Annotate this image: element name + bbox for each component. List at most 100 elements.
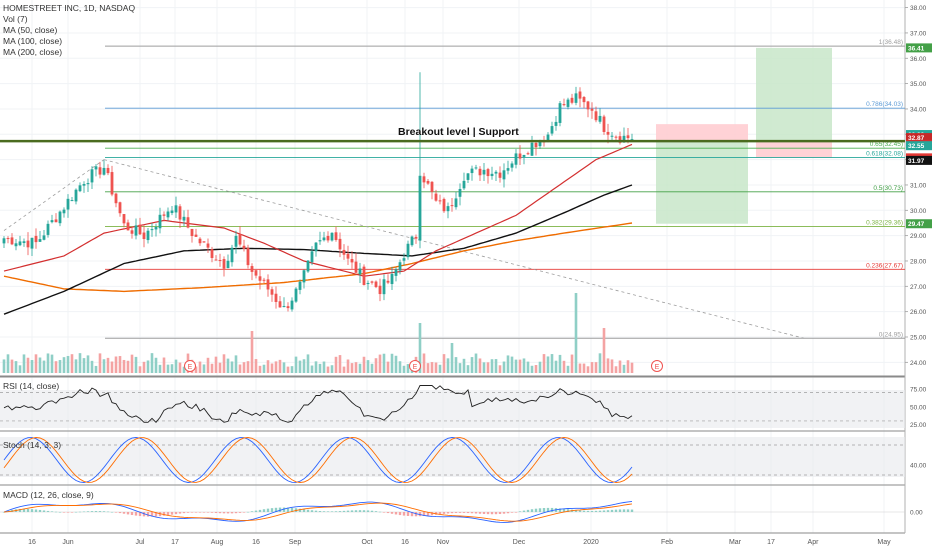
volume-bar-57 [230, 361, 234, 373]
fibonacci-retracement: 1(36.48) 0.786(34.03) 0.65(32.45) 0.618(32.… [105, 39, 905, 339]
macd-hist-70 [282, 507, 286, 512]
y-tick-label-4: 34.00 [910, 106, 927, 113]
volume-bar-137 [550, 354, 554, 373]
symbol-title[interactable]: HOMESTREET INC, 1D, NASDAQ [3, 3, 136, 13]
y-tick-label-12: 26.00 [910, 309, 927, 316]
candle-body-25 [102, 167, 106, 175]
volume-bar-121 [486, 362, 490, 373]
candle-body-13 [54, 219, 58, 223]
volume-bar-142 [570, 354, 574, 373]
macd-hist-6 [26, 508, 30, 512]
volume-bar-96 [386, 361, 390, 373]
volume-bar-40 [162, 357, 166, 373]
candle-body-120 [482, 169, 486, 175]
volume-bar-1 [6, 354, 10, 373]
macd-hist-47 [190, 512, 194, 513]
indicator-ma100[interactable]: MA (100, close) [3, 36, 63, 46]
candle-body-81 [326, 235, 330, 241]
macd-hist-54 [218, 512, 222, 514]
earnings-marker-2 [651, 360, 663, 372]
candle-body-151 [606, 131, 610, 135]
volume-bar-126 [506, 355, 510, 373]
macd-hist-77 [310, 510, 314, 512]
earnings-marker-0-letter: E [188, 364, 193, 371]
macd-hist-25 [102, 511, 106, 512]
candle-body-37 [150, 229, 154, 231]
x-tick-label-7: Oct [362, 539, 373, 546]
x-tick-label-9: Nov [437, 539, 450, 546]
macd-label[interactable]: MACD (12, 26, close, 9) [3, 490, 94, 500]
volume-bar-91 [366, 360, 370, 373]
volume-bar-63 [254, 359, 258, 373]
price-tag-text-7: 29.47 [908, 221, 925, 228]
candle-body-75 [302, 270, 306, 283]
volume-bar-117 [470, 357, 474, 373]
candle-body-1 [6, 238, 10, 240]
volume-bar-128 [514, 359, 518, 373]
candle-body-50 [202, 241, 206, 243]
ma50-line [3, 143, 633, 277]
candle-body-101 [406, 243, 410, 258]
indicator-ma200[interactable]: MA (200, close) [3, 47, 63, 57]
candle-body-12 [50, 220, 54, 223]
macd-hist-101 [406, 512, 410, 516]
volume-bar-93 [374, 358, 378, 373]
candle-body-49 [198, 238, 202, 244]
rsi-label[interactable]: RSI (14, close) [3, 381, 60, 391]
y-tick-label-11: 27.00 [910, 284, 927, 291]
macd-hist-50 [202, 512, 206, 513]
indicator-vol[interactable]: Vol (7) [3, 14, 28, 24]
macd-hist-127 [510, 512, 514, 513]
volume-bar-77 [310, 365, 314, 373]
macd-hist-66 [266, 508, 270, 512]
macd-hist-132 [530, 509, 534, 512]
candle-body-30 [122, 214, 126, 224]
stoch-tick-0: 40.00 [910, 463, 927, 470]
volume-bar-27 [110, 361, 114, 373]
candle-body-63 [254, 270, 258, 276]
stoch-label[interactable]: Stoch (14, 3, 3) [3, 440, 62, 450]
macd-hist-149 [598, 510, 602, 512]
candle-body-140 [562, 104, 566, 106]
volume-bar-16 [66, 355, 70, 373]
candle-body-95 [382, 279, 386, 295]
macd-hist-139 [558, 508, 562, 512]
volume-bar-72 [290, 366, 294, 373]
stop-zone-0 [656, 124, 748, 142]
rsi-tick-0: 75.00 [910, 387, 927, 394]
candle-body-22 [90, 169, 94, 183]
price-tag-text-6: 31.97 [908, 158, 925, 165]
macd-hist-156 [626, 509, 630, 512]
volume-bar-105 [422, 353, 426, 373]
candle-body-143 [574, 93, 578, 103]
candle-body-145 [582, 97, 586, 103]
volume-bar-62 [250, 331, 254, 373]
macd-hist-96 [386, 512, 390, 514]
macd-hist-62 [250, 511, 254, 512]
volume-bar-42 [170, 364, 174, 373]
macd-hist-126 [506, 512, 510, 514]
x-tick-label-0: 16 [28, 539, 36, 546]
x-tick-label-13: Mar [729, 539, 742, 546]
candle-body-9 [38, 239, 42, 242]
candle-body-55 [222, 259, 226, 269]
candle-body-118 [474, 167, 478, 169]
candle-body-74 [298, 281, 302, 290]
macd-hist-10 [42, 510, 46, 512]
volume-bar-53 [214, 356, 218, 373]
macd-hist-78 [314, 510, 318, 512]
volume-bar-66 [266, 360, 270, 373]
volume-bar-89 [358, 363, 362, 373]
volume-bar-153 [614, 366, 618, 373]
candle-body-11 [46, 223, 50, 235]
macd-hist-83 [334, 511, 338, 512]
breakout-level[interactable]: Breakout level | Support [0, 126, 905, 143]
volume-bar-9 [38, 357, 42, 373]
macd-hist-146 [586, 510, 590, 512]
x-tick-label-11: 2020 [583, 539, 599, 546]
macd-hist-81 [326, 511, 330, 512]
indicator-ma50[interactable]: MA (50, close) [3, 25, 58, 35]
stoch-pane [0, 437, 905, 483]
candle-body-64 [258, 276, 262, 281]
